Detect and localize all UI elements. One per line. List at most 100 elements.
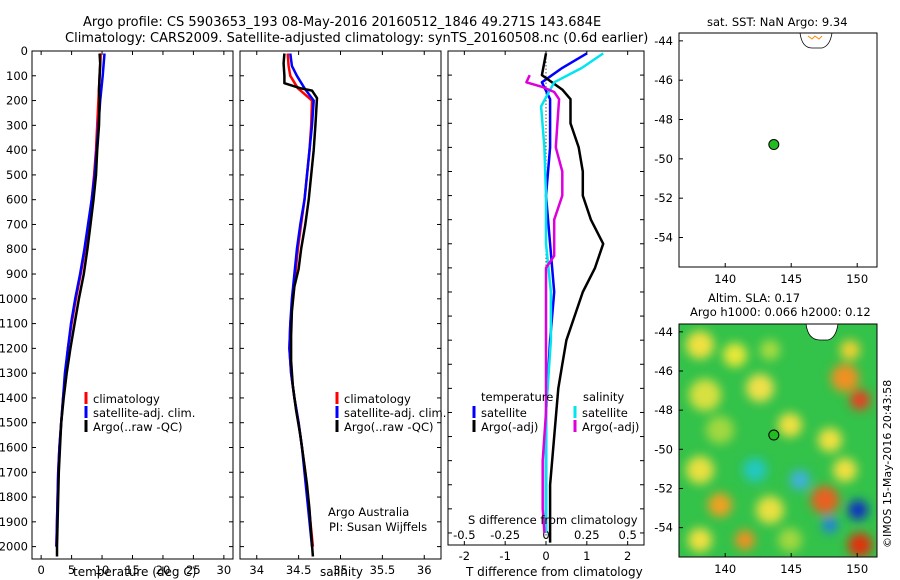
y-tick-label: 0 (21, 44, 28, 58)
sla-heatmap (679, 324, 877, 557)
salinity-axes-frame (239, 50, 442, 560)
x2-tick-label: 0.25 (574, 528, 600, 542)
sla-anomaly-cell (778, 528, 802, 552)
header-line1: Argo profile: CS 5903653_193 08-May-2016… (83, 15, 601, 30)
x-tick-label: 36 (417, 563, 432, 577)
sla-anomaly-cell (833, 458, 857, 482)
y-tick-label: 1600 (0, 440, 28, 454)
map-y-tick-label: -44 (654, 34, 673, 48)
sla-anomaly-cell (706, 416, 734, 444)
legend-salinity-title: salinity (583, 390, 624, 404)
legend-s-argo-label: Argo(-adj) (582, 420, 639, 434)
series-line-argo-raw-qc- (55, 53, 102, 557)
map-y-tick-label: -54 (654, 521, 673, 535)
sla-anomaly-cell (686, 331, 714, 359)
map-x-tick-label: 150 (846, 272, 868, 286)
map-y-tick-label: -48 (654, 403, 673, 417)
legend-satellite-label: satellite-adj. clim. (344, 406, 446, 420)
legend-s-satellite-label: satellite (582, 406, 628, 420)
x-tick-label: 1 (583, 549, 590, 563)
difference-panel: -2 -1 0 1 2 -0.5 -0.25 0 0.25 0.5 S difference fr… (447, 50, 645, 579)
x-tick-label: 25 (186, 563, 201, 577)
t-difference-label: T difference from climatology (465, 565, 643, 579)
y-tick-label: 200 (6, 94, 28, 108)
sla-anomaly-cell (831, 364, 859, 392)
x-tick-label: -1 (499, 549, 510, 563)
series-line-t-satellite (540, 52, 588, 533)
sst-map-points (768, 139, 780, 151)
sla-anomaly-cell (760, 340, 780, 360)
float-location-marker (768, 429, 780, 441)
series-line-argo-raw-qc- (282, 53, 319, 557)
map-x-tick-label: 145 (780, 562, 802, 576)
temperature-xlabel: temperature (deg C) (73, 565, 196, 579)
x2-tick-label: 0.5 (619, 528, 637, 542)
temperature-ticks: 0100200300400500600700800900100011001200… (0, 44, 233, 577)
x-tick-label: 34.5 (286, 563, 312, 577)
temperature-series (55, 53, 106, 557)
y-tick-label: 500 (6, 168, 28, 182)
sla-anomaly-cell (778, 413, 802, 437)
y-tick-label: 1900 (0, 515, 28, 529)
sla-anomaly-cell (723, 343, 747, 367)
salinity-xlabel: salinity (320, 565, 363, 579)
sla-anomaly-cell (688, 528, 712, 552)
institution-label: Argo Australia (328, 505, 409, 519)
x-tick-label: 15 (125, 563, 140, 577)
series-line-s-argo-adj- (525, 74, 564, 534)
y-tick-label: 1000 (0, 292, 28, 306)
sla-anomaly-cell (686, 456, 714, 484)
y-tick-label: 400 (6, 143, 28, 157)
map-y-tick-label: -54 (654, 231, 673, 245)
sla-anomaly-cell (743, 458, 767, 482)
y-tick-label: 600 (6, 193, 28, 207)
sla-anomaly-cell (840, 340, 860, 360)
legend-t-satellite-label: satellite (481, 406, 527, 420)
map-y-tick-label: -48 (654, 113, 673, 127)
s-difference-label: S difference from climatology (468, 513, 638, 527)
legend-argo-label: Argo(..raw -QC) (93, 420, 183, 434)
sst-map-title: sat. SST: NaN Argo: 9.34 (707, 15, 848, 29)
sst-map-frame (678, 32, 878, 268)
map-y-tick-label: -46 (654, 364, 673, 378)
salinity-legend: climatology satellite-adj. clim. Argo(..… (335, 392, 446, 434)
sla-anomaly-cell (746, 374, 774, 402)
temperature-legend: climatology satellite-adj. clim. Argo(..… (84, 392, 195, 434)
sst-map-panel: sat. SST: NaN Argo: 9.34 140 145 150 -44 -46… (654, 15, 878, 286)
map-x-tick-label: 150 (846, 562, 868, 576)
sst-hotspot (807, 35, 823, 40)
map-y-tick-label: -50 (654, 152, 673, 166)
sla-anomaly-cell (850, 390, 870, 410)
salinity-series (282, 53, 319, 557)
x2-tick-label: -0.5 (453, 528, 475, 542)
sst-coastline (799, 32, 833, 49)
x-tick-label: 0 (37, 563, 44, 577)
x2-tick-label: -0.25 (490, 528, 520, 542)
series-line-satellite-adj-clim- (55, 53, 106, 547)
y-tick-label: 300 (6, 118, 28, 132)
y-tick-label: 1100 (0, 317, 28, 331)
y-tick-label: 2000 (0, 540, 28, 554)
pi-label: PI: Susan Wijffels (329, 520, 427, 534)
x-tick-label: 0 (542, 549, 549, 563)
y-tick-label: 100 (6, 69, 28, 83)
legend-climatology-label: climatology (93, 392, 160, 406)
sla-anomaly-cell (708, 493, 732, 517)
sla-coastline (805, 324, 839, 341)
sla-map-subtitle: Argo h1000: 0.066 h2000: 0.12 (690, 305, 871, 319)
difference-ticks: -2 -1 0 1 2 -0.5 -0.25 0 0.25 0.5 (448, 50, 644, 563)
sla-anomaly-cell (790, 470, 810, 490)
map-x-tick-label: 140 (714, 562, 736, 576)
sla-map-title: Altim. SLA: 0.17 (708, 291, 800, 305)
legend-t-argo-label: Argo(-adj) (481, 420, 538, 434)
sla-map-points (768, 429, 780, 441)
sst-map-ticks: 140 145 150 -44 -46 -48 -50 -52 -54 (654, 34, 868, 286)
header-line2: Climatology: CARS2009. Satellite-adjuste… (65, 31, 648, 46)
legend-satellite-label: satellite-adj. clim. (93, 406, 195, 420)
sla-anomaly-cell (848, 533, 872, 557)
x-tick-label: 20 (156, 563, 171, 577)
y-tick-label: 900 (6, 267, 28, 281)
map-y-tick-label: -50 (654, 442, 673, 456)
legend-temperature-title: temperature (481, 390, 553, 404)
